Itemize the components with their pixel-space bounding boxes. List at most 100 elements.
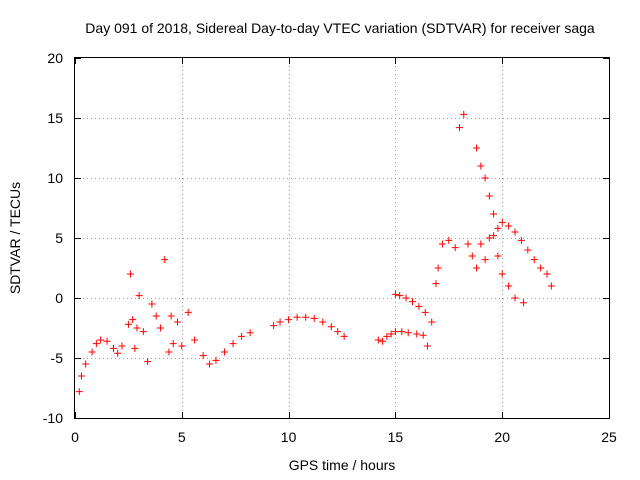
data-point — [413, 330, 421, 338]
data-point — [419, 331, 427, 339]
data-point — [494, 252, 502, 260]
data-point — [537, 264, 545, 272]
data-point — [402, 294, 410, 302]
data-point — [423, 342, 431, 350]
data-point — [135, 292, 143, 300]
data-point — [285, 316, 293, 324]
data-point — [490, 210, 498, 218]
y-tick-label: -5 — [51, 350, 64, 366]
data-point — [319, 318, 327, 326]
data-point — [184, 308, 192, 316]
x-tick-label: 15 — [388, 429, 404, 445]
data-point — [276, 318, 284, 326]
data-point — [511, 228, 519, 236]
y-tick-label: -10 — [43, 410, 63, 426]
data-point — [124, 320, 132, 328]
data-point — [293, 313, 301, 321]
x-tick-label: 25 — [601, 429, 617, 445]
data-point — [82, 360, 90, 368]
data-point — [473, 264, 481, 272]
data-point — [229, 340, 237, 348]
data-point — [428, 318, 436, 326]
data-point — [118, 342, 126, 350]
y-tick-label: 0 — [55, 290, 63, 306]
data-point — [109, 344, 117, 352]
data-point — [165, 348, 173, 356]
data-point — [191, 336, 199, 344]
data-point — [498, 218, 506, 226]
y-axis-label: SDTVAR / TECUs — [7, 182, 23, 294]
data-point — [438, 240, 446, 248]
y-tick-labels: -10 -5 0 5 10 15 20 — [43, 50, 63, 426]
data-point — [387, 330, 395, 338]
data-point — [391, 290, 399, 298]
data-point — [517, 236, 525, 244]
x-tick-labels: 0 5 10 15 20 25 — [71, 429, 617, 445]
data-point — [408, 298, 416, 306]
data-point — [451, 244, 459, 252]
data-point — [520, 299, 528, 307]
data-point — [432, 280, 440, 288]
data-points — [75, 110, 555, 396]
data-point — [477, 240, 485, 248]
data-point — [131, 344, 139, 352]
data-point — [103, 337, 111, 345]
data-point — [174, 318, 182, 326]
series-seg4 — [391, 290, 429, 316]
data-point — [468, 252, 476, 260]
data-point — [246, 329, 254, 337]
data-point — [221, 348, 229, 356]
x-tick-label: 5 — [178, 429, 186, 445]
data-point — [238, 332, 246, 340]
data-point — [92, 340, 100, 348]
data-point — [485, 192, 493, 200]
data-point — [543, 270, 551, 278]
data-point — [161, 256, 169, 264]
series-seg1 — [75, 256, 254, 396]
data-point — [178, 342, 186, 350]
data-point — [75, 388, 83, 396]
data-point — [88, 348, 96, 356]
data-point — [139, 328, 147, 336]
y-tick-label: 10 — [47, 170, 63, 186]
data-point — [144, 358, 152, 366]
data-point — [404, 329, 412, 337]
data-point — [473, 144, 481, 152]
y-tick-label: 20 — [47, 50, 63, 66]
data-point — [505, 282, 513, 290]
data-point — [460, 110, 468, 118]
x-axis-label: GPS time / hours — [289, 457, 396, 473]
data-point — [379, 337, 387, 345]
x-tick-label: 10 — [281, 429, 297, 445]
data-point — [206, 360, 214, 368]
data-point — [156, 324, 164, 332]
data-point — [455, 124, 463, 132]
data-point — [505, 222, 513, 230]
data-point — [152, 312, 160, 320]
x-tick-label: 0 — [71, 429, 79, 445]
data-point — [97, 336, 105, 344]
data-point — [340, 332, 348, 340]
data-point — [481, 256, 489, 264]
data-point — [464, 240, 472, 248]
data-point — [127, 270, 135, 278]
data-point — [494, 224, 502, 232]
data-point — [310, 314, 318, 322]
data-point — [302, 313, 310, 321]
data-point — [334, 328, 342, 336]
data-point — [530, 256, 538, 264]
x-tick-label: 20 — [494, 429, 510, 445]
plot-frame — [74, 57, 610, 419]
data-point — [547, 282, 555, 290]
data-point — [415, 302, 423, 310]
chart-title: Day 091 of 2018, Sidereal Day-to-day VTE… — [85, 20, 595, 36]
data-point — [199, 352, 207, 360]
data-point — [434, 264, 442, 272]
data-point — [485, 234, 493, 242]
data-point — [167, 312, 175, 320]
data-point — [148, 300, 156, 308]
data-point — [481, 174, 489, 182]
data-point — [524, 246, 532, 254]
data-point — [212, 356, 220, 364]
